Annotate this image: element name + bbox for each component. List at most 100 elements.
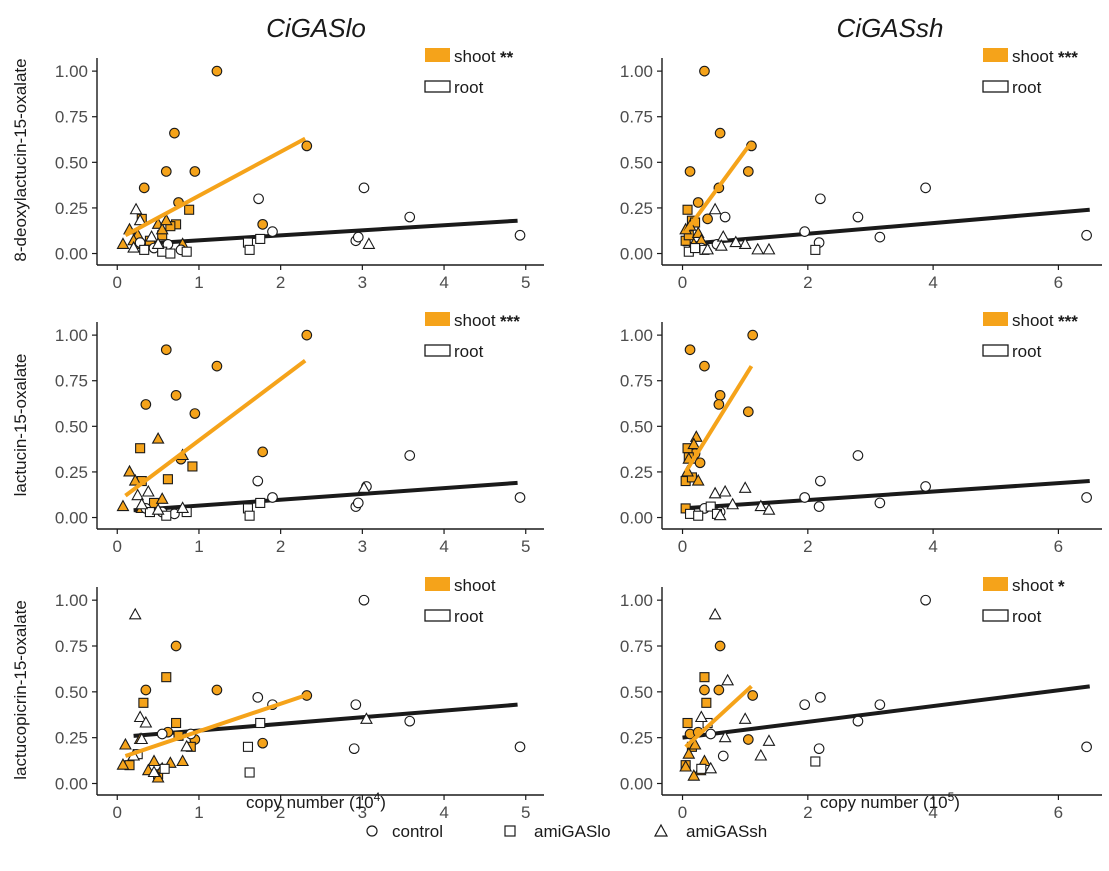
root-point xyxy=(874,497,886,509)
legend-circle-marker xyxy=(366,825,378,837)
significance-stars: *** xyxy=(1058,312,1078,331)
legend-triangle-marker xyxy=(653,823,669,837)
root-point xyxy=(348,743,360,755)
root-point xyxy=(729,235,743,248)
shoot-point xyxy=(169,127,180,139)
root-point xyxy=(404,450,416,461)
root-point xyxy=(165,248,176,259)
root-point xyxy=(694,710,708,723)
root-fit-line xyxy=(682,479,1090,511)
root-point xyxy=(404,211,416,223)
shoot-point xyxy=(692,197,704,208)
legend-root-key xyxy=(424,344,451,357)
root-point xyxy=(358,594,370,606)
y-tick-label: 0.25 xyxy=(55,463,88,482)
shoot-point xyxy=(135,443,146,454)
y-tick-label: 0.00 xyxy=(620,775,653,794)
significance-stars: * xyxy=(1058,577,1065,596)
legend-shoot-key xyxy=(425,577,450,591)
root-point xyxy=(255,717,266,729)
legend-root-label: root xyxy=(454,607,484,626)
shoot-point xyxy=(140,399,152,410)
y-tick-label: 0.25 xyxy=(620,729,653,748)
shoot-point xyxy=(742,166,754,177)
x-tick-label: 5 xyxy=(521,273,530,292)
shoot-fit-line xyxy=(684,141,754,233)
root-point xyxy=(713,508,727,521)
root-point xyxy=(708,486,722,499)
shoot-point xyxy=(301,329,313,341)
legend-shoot-label: shoot xyxy=(454,47,496,66)
y-tick-label: 0.50 xyxy=(55,153,88,172)
legend-root-label: root xyxy=(454,78,484,97)
root-point xyxy=(242,741,254,752)
root-point xyxy=(151,237,165,249)
root-fit-line xyxy=(682,207,1090,247)
x-tick-label: 4 xyxy=(439,803,448,822)
shoot-point xyxy=(159,213,173,226)
shoot-point xyxy=(257,218,269,230)
shoot-point xyxy=(162,474,173,485)
x-tick-label: 1 xyxy=(194,273,203,292)
shoot-fit-line xyxy=(684,684,753,749)
root-point xyxy=(176,501,190,513)
legend-shoot-label: shoot xyxy=(454,576,496,595)
root-point xyxy=(751,242,765,255)
legend-amigassh-label: amiGASsh xyxy=(686,822,767,841)
shoot-point xyxy=(702,213,713,225)
shoot-point xyxy=(684,344,696,356)
shoot-point xyxy=(694,457,706,469)
legend-shoot-key xyxy=(425,312,450,326)
shoot-point xyxy=(687,437,701,450)
root-point xyxy=(252,691,264,703)
root-point xyxy=(693,510,704,521)
shoot-fit-line xyxy=(124,693,306,758)
shoot-point xyxy=(171,717,182,729)
shoot-point xyxy=(118,737,132,750)
root-point xyxy=(133,213,147,226)
shoot-point xyxy=(116,499,130,512)
root-point xyxy=(404,715,416,727)
x-tick-label: 6 xyxy=(1054,803,1063,822)
root-fit-line xyxy=(682,684,1090,740)
root-point xyxy=(180,739,194,752)
root-point xyxy=(127,240,141,253)
shoot-point xyxy=(147,754,161,767)
root-point xyxy=(357,481,371,493)
row-label-lactucin: lactucin-15-oxalate xyxy=(11,354,30,497)
shoot-point xyxy=(140,684,152,696)
legend-shoot-label: shoot xyxy=(1012,576,1054,595)
root-point xyxy=(799,492,811,503)
root-point xyxy=(852,715,864,727)
legend-shoot-label: shoot xyxy=(1012,311,1054,330)
shoot-point xyxy=(713,684,725,696)
shoot-point xyxy=(170,640,182,652)
x-tick-label: 2 xyxy=(276,537,285,556)
y-tick-label: 0.50 xyxy=(620,153,653,172)
root-point xyxy=(718,730,732,743)
shoot-point xyxy=(699,684,710,696)
root-point xyxy=(705,728,717,740)
x-tick-label: 2 xyxy=(276,273,285,292)
shoot-point xyxy=(155,492,169,504)
x-tick-label: 0 xyxy=(113,803,122,822)
x-tick-label: 2 xyxy=(803,803,812,822)
shoot-point xyxy=(116,758,130,770)
root-point xyxy=(726,497,740,510)
root-point xyxy=(253,193,264,205)
root-point xyxy=(267,492,278,503)
xlabel-left: copy number (104) xyxy=(246,790,386,812)
root-point xyxy=(514,492,526,503)
shoot-point xyxy=(116,237,130,249)
root-point xyxy=(244,510,255,521)
root-fit-line xyxy=(133,218,518,247)
shoot-point xyxy=(161,672,172,683)
root-point xyxy=(813,743,825,755)
root-point xyxy=(815,691,826,703)
root-point xyxy=(810,756,821,767)
root-point xyxy=(852,450,864,461)
root-point xyxy=(255,497,266,508)
shoot-point xyxy=(713,399,725,410)
root-point xyxy=(810,244,821,255)
